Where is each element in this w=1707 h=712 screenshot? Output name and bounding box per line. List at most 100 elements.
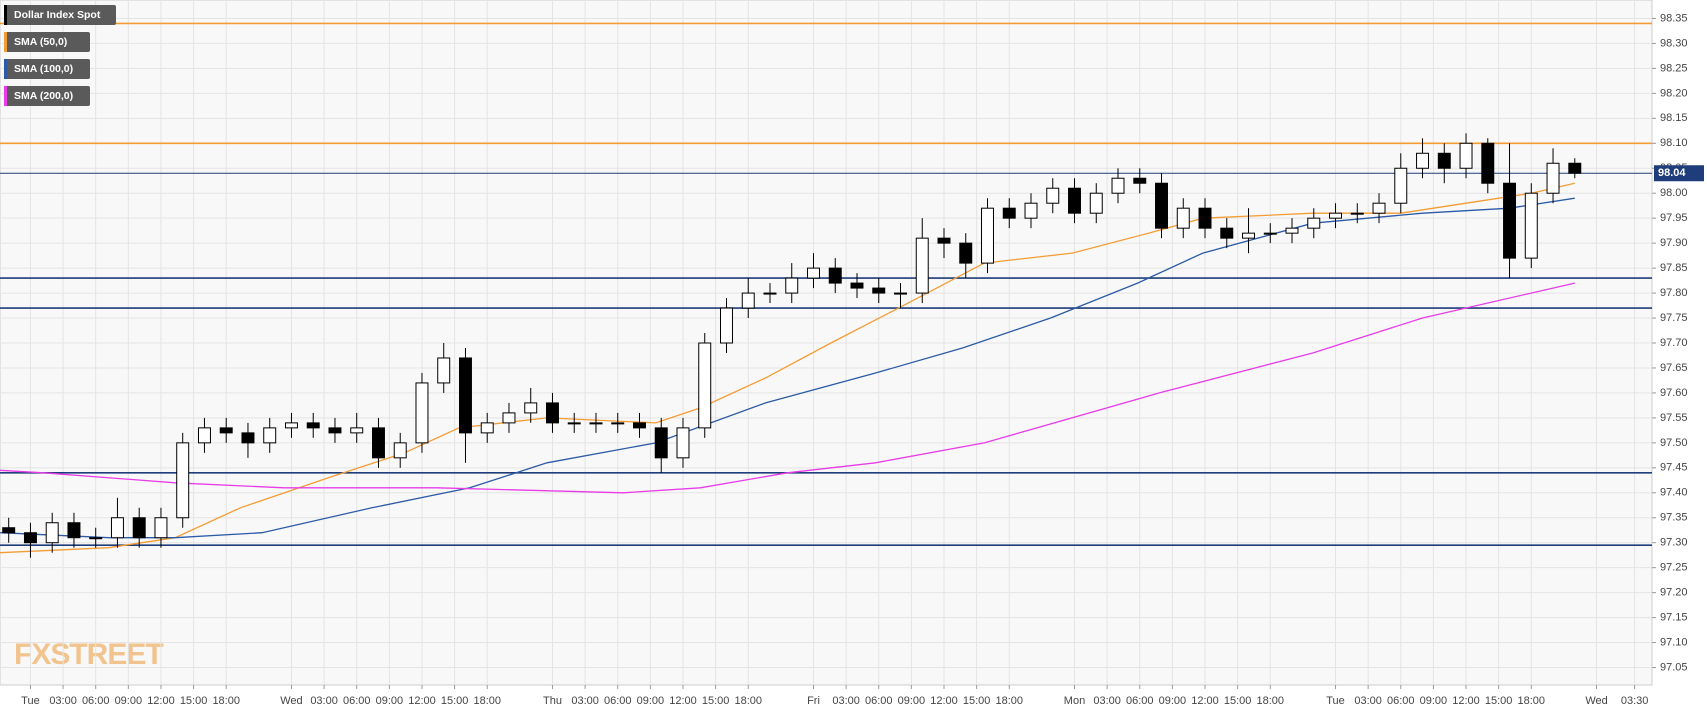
candle-body: [633, 422, 646, 429]
x-tick-label: 09:00: [1420, 695, 1448, 707]
candle-body: [611, 422, 625, 425]
y-tick-label: 97.15: [1660, 612, 1688, 624]
x-tick-label: 03:00: [310, 695, 338, 707]
y-tick-label: 97.45: [1660, 462, 1688, 474]
candle-body: [1046, 187, 1060, 204]
candle-body: [1307, 217, 1321, 229]
y-tick-label: 97.65: [1660, 362, 1688, 374]
candle-body: [502, 412, 516, 424]
y-tick-label: 97.35: [1660, 512, 1688, 524]
candle-body: [393, 442, 407, 459]
candle-body: [894, 292, 907, 295]
candle-body: [132, 517, 146, 539]
x-tick-label: 12:00: [669, 695, 697, 707]
x-tick-label: Tue: [21, 695, 40, 707]
candle-body: [589, 422, 603, 425]
x-tick-label: Wed: [1585, 695, 1607, 707]
y-tick-label: 97.55: [1660, 412, 1688, 424]
y-tick-label: 97.90: [1660, 237, 1688, 249]
candle-body: [415, 382, 429, 444]
candle-body: [959, 242, 973, 264]
legend-swatch: [4, 32, 7, 52]
sma-line: [0, 282, 1575, 494]
x-tick-label: 06:00: [1387, 695, 1415, 707]
legend-label: SMA (200,0): [14, 90, 73, 102]
candle-body: [67, 522, 81, 539]
candle-body: [1546, 162, 1560, 194]
legend-box: [4, 5, 116, 25]
x-tick-label: 03:30: [1621, 695, 1649, 707]
legend-box: [4, 32, 90, 52]
candle-body: [676, 427, 690, 459]
legend-box: [4, 59, 90, 79]
candle-body: [328, 427, 342, 434]
candle-body: [1481, 142, 1495, 184]
candle-body: [741, 292, 755, 309]
candle-body: [807, 267, 820, 279]
y-tick-label: 97.95: [1660, 212, 1688, 224]
candle-body: [1372, 202, 1386, 214]
legend-swatch: [4, 5, 7, 25]
y-tick-label: 98.00: [1660, 187, 1688, 199]
x-tick-label: 15:00: [441, 695, 469, 707]
candle-body: [915, 237, 929, 294]
candle-body: [1285, 227, 1299, 234]
candle-body: [1524, 192, 1538, 259]
candle-body: [850, 282, 864, 289]
y-tick-label: 98.20: [1660, 87, 1688, 99]
candle-body: [110, 517, 124, 539]
x-tick-label: 15:00: [1485, 695, 1513, 707]
x-tick-label: 06:00: [1126, 695, 1154, 707]
y-tick-label: 97.25: [1660, 562, 1688, 574]
x-tick-label: Mon: [1064, 695, 1085, 707]
y-tick-label: 97.80: [1660, 287, 1688, 299]
y-tick-label: 97.50: [1660, 437, 1688, 449]
x-tick-label: 12:00: [930, 695, 958, 707]
candle-body: [1068, 187, 1081, 214]
candle-body: [1437, 152, 1451, 169]
x-tick-label: 15:00: [963, 695, 991, 707]
y-tick-label: 97.70: [1660, 337, 1688, 349]
y-tick-label: 98.10: [1660, 137, 1688, 149]
candle-body: [654, 427, 668, 459]
legend-swatch: [4, 59, 7, 79]
candle-body: [1198, 207, 1212, 229]
candle-body: [1111, 177, 1125, 194]
candle-body: [306, 422, 320, 429]
candle-body: [1242, 232, 1255, 239]
y-tick-label: 97.85: [1660, 262, 1688, 274]
legend-box: [4, 86, 90, 106]
x-tick-label: 18:00: [212, 695, 240, 707]
candle-body: [1220, 227, 1234, 239]
candle-body: [545, 402, 559, 424]
candle-body: [524, 402, 538, 414]
x-tick-label: 12:00: [1191, 695, 1219, 707]
watermark: FXSTREET: [14, 638, 163, 671]
x-tick-label: 06:00: [82, 695, 110, 707]
x-tick-label: Tue: [1326, 695, 1345, 707]
x-tick-label: 18:00: [1518, 695, 1546, 707]
legend-label: SMA (50,0): [14, 36, 67, 48]
y-tick-label: 97.10: [1660, 636, 1688, 648]
x-tick-label: 09:00: [898, 695, 926, 707]
candle-body: [567, 422, 581, 425]
candle-body: [45, 522, 59, 544]
candle-body: [1416, 152, 1430, 169]
legend-label: SMA (100,0): [14, 63, 73, 75]
x-tick-label: 06:00: [604, 695, 632, 707]
legend-label: Dollar Index Spot: [14, 9, 101, 21]
candle-body: [263, 427, 277, 444]
y-tick-label: 97.75: [1660, 312, 1688, 324]
candle-body: [219, 427, 233, 434]
price-tag-label: 98.04: [1658, 167, 1686, 179]
candle-body: [1329, 212, 1343, 219]
candle-body: [89, 537, 103, 540]
candle-body: [1089, 192, 1103, 214]
candle-body: [458, 357, 472, 434]
candle-body: [1394, 167, 1408, 204]
x-tick-label: 12:00: [408, 695, 436, 707]
candle-body: [197, 427, 211, 444]
x-tick-label: 09:00: [376, 695, 404, 707]
candle-body: [350, 427, 364, 434]
